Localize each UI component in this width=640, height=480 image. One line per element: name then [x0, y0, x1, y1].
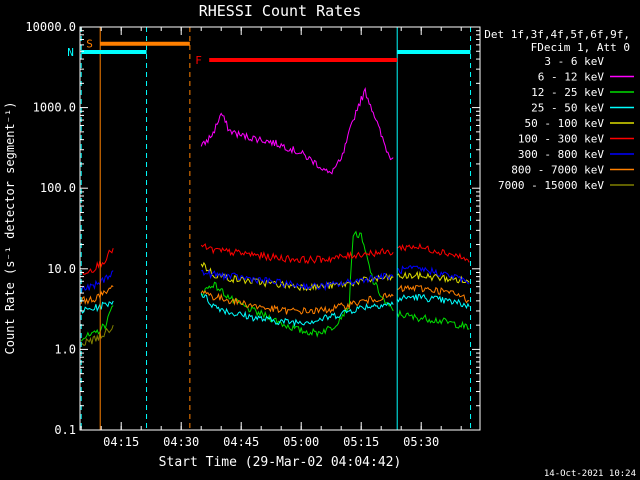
- series-line-800-7000-kev-seg1: [200, 290, 394, 315]
- series-line-6-12-kev-seg0: [200, 87, 394, 175]
- series-layer: [80, 87, 470, 346]
- series-line-25-50-kev-seg2: [396, 293, 470, 310]
- series-line-25-50-kev-seg0: [80, 300, 114, 314]
- footer-date: 14-Oct-2021 10:24: [544, 469, 636, 479]
- y-axis-label: Count Rate (s⁻¹ detector segment⁻¹): [3, 102, 17, 355]
- plot-frame: [79, 26, 481, 431]
- series-300-800-kev: [80, 265, 470, 294]
- legend-label-12-25-kev: 12 - 25 keV: [531, 86, 604, 99]
- y-tick-label: 1.0: [54, 342, 76, 356]
- series-line-100-300-kev-seg1: [200, 243, 394, 265]
- series-line-50-100-kev-seg1: [396, 270, 470, 284]
- series-line-12-25-kev-seg2: [396, 309, 470, 330]
- series-800-7000-kev: [80, 284, 470, 315]
- interval-label-f: F: [195, 54, 202, 67]
- series-line-25-50-kev-seg1: [200, 293, 394, 328]
- legend: Det 1f,3f,4f,5f,6f,9f,FDecim 1, Att 03 -…: [484, 28, 634, 192]
- series-line-800-7000-kev-seg0: [80, 284, 114, 306]
- series-25-50-kev: [80, 293, 470, 328]
- interval-label-s: S: [86, 38, 93, 51]
- series-line-300-800-kev-seg0: [80, 270, 114, 294]
- series-line-300-800-kev-seg1: [201, 268, 394, 292]
- legend-label-100-300-kev: 100 - 300 keV: [518, 133, 604, 146]
- x-tick-label: 04:15: [103, 435, 139, 449]
- legend-header: FDecim 1, Att 0: [531, 41, 630, 54]
- legend-label-3-6-kev: 3 - 6 keV: [544, 55, 604, 68]
- series-12-25-kev: [80, 230, 470, 342]
- y-tick-label: 100.0: [40, 181, 76, 195]
- x-axis-label: Start Time (29-Mar-02 04:04:42): [159, 455, 402, 470]
- series-line-3-6-kev-seg0: [201, 99, 394, 151]
- legend-header: Det 1f,3f,4f,5f,6f,9f,: [484, 28, 630, 41]
- series-line-12-25-kev-seg0: [80, 305, 114, 342]
- x-tick-label: 04:45: [223, 435, 259, 449]
- y-tick-label: 0.1: [54, 423, 76, 437]
- legend-label-50-100-kev: 50 - 100 keV: [525, 117, 605, 130]
- legend-label-25-50-kev: 25 - 50 keV: [531, 102, 604, 115]
- x-tick-label: 05:30: [403, 435, 439, 449]
- x-tick-label: 05:00: [283, 435, 319, 449]
- legend-label-300-800-kev: 300 - 800 keV: [518, 148, 604, 161]
- x-tick-label: 05:15: [343, 435, 379, 449]
- series-3-6-kev: [201, 99, 394, 151]
- interval-label-n: N: [67, 46, 74, 59]
- x-tick-label: 04:30: [163, 435, 199, 449]
- series-line-300-800-kev-seg2: [397, 265, 470, 285]
- legend-label-800-7000-kev: 800 - 7000 keV: [511, 164, 604, 177]
- y-tick-label: 1000.0: [33, 101, 76, 115]
- series-line-100-300-kev-seg2: [396, 242, 470, 263]
- annotation-layer: SN F: [67, 27, 472, 430]
- x-axis-ticks: 04:15 04:30 04:45 05:00 05:15 05:30: [80, 27, 462, 449]
- series-7000-15000-kev: [80, 324, 114, 346]
- legend-label-7000-15000-kev: 7000 - 15000 keV: [498, 179, 604, 192]
- chart-title: RHESSI Count Rates: [199, 2, 362, 20]
- series-line-12-25-kev-seg1: [200, 230, 394, 338]
- series-line-800-7000-kev-seg2: [397, 284, 470, 304]
- y-axis-ticks: 10000.0 1000.0 100.0 10.0 1.0 0.1: [25, 20, 480, 437]
- series-6-12-kev: [200, 87, 394, 175]
- series-line-100-300-kev-seg0: [80, 248, 114, 275]
- legend-label-6-12-kev: 6 - 12 keV: [538, 71, 605, 84]
- series-line-7000-15000-kev-seg0: [80, 324, 114, 346]
- series-100-300-kev: [80, 242, 470, 275]
- y-tick-label: 10.0: [47, 262, 76, 276]
- y-tick-label: 10000.0: [25, 20, 76, 34]
